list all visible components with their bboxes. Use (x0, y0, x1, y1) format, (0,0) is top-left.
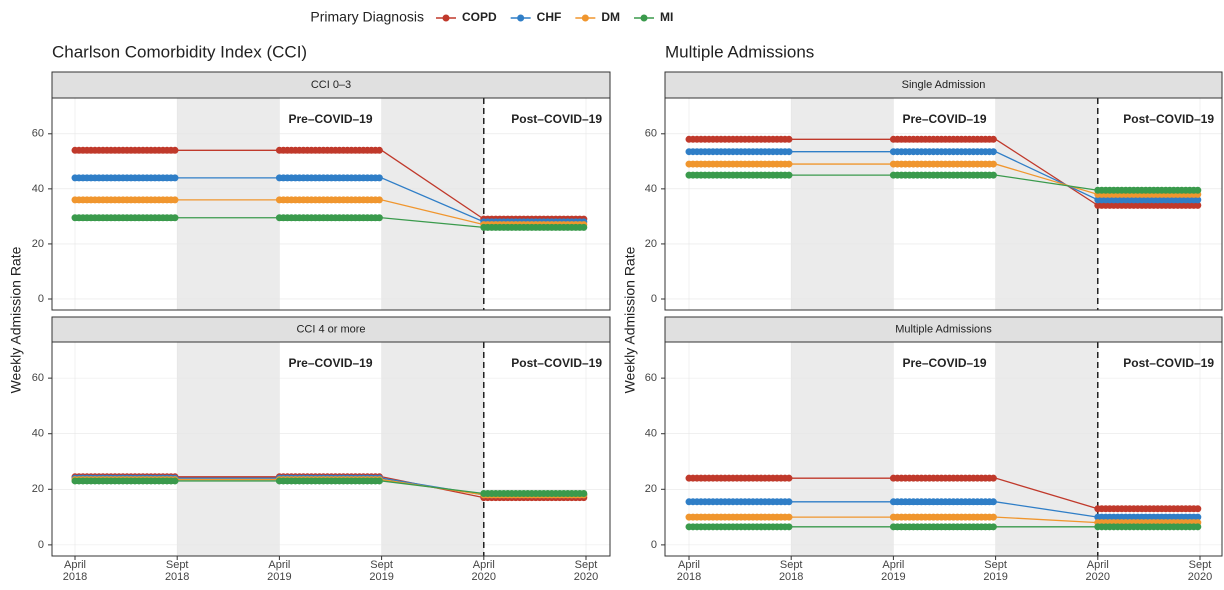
strip-title: CCI 4 or more (296, 323, 365, 335)
y-axis-label: Weekly Admission Rate (8, 246, 24, 393)
plot-border (51, 97, 611, 311)
x-tick-label-box: April 2018 (62, 559, 88, 583)
plot-bg (52, 98, 610, 310)
legend-dot (640, 14, 648, 22)
x-tick-label: Sept 2019 (369, 559, 394, 583)
y-tick-label: 0 (651, 539, 657, 551)
annotation: Post–COVID–19 (511, 112, 602, 126)
legend-title: Primary Diagnosis (310, 9, 424, 25)
legend-label: COPD (462, 10, 497, 24)
legend-label: MI (660, 10, 673, 24)
x-tick-label-box: April 2019 (267, 559, 292, 583)
y-tick-label: 60 (32, 128, 44, 140)
shade (177, 342, 280, 556)
y-tick-label: 40 (645, 428, 657, 440)
annotation: Pre–COVID–19 (902, 356, 986, 370)
y-axis-label: Weekly Admission Rate (622, 246, 638, 393)
x-tick-label-box: Sept 2020 (1187, 559, 1213, 583)
annotation: Post–COVID–19 (511, 356, 602, 370)
x-tick-label: April 2020 (1085, 559, 1111, 583)
y-tick-label: 0 (38, 293, 44, 305)
annotation: Pre–COVID–19 (288, 356, 372, 370)
y-tick-label: 0 (38, 539, 44, 551)
shade (791, 98, 894, 310)
y-tick-label: 20 (32, 483, 44, 495)
x-tick-label-box: April 2020 (1085, 559, 1111, 583)
x-tick-label: Sept 2020 (573, 559, 599, 583)
legend-dot (442, 14, 450, 22)
y-tick-label: 60 (32, 372, 44, 384)
strip-title: Multiple Admissions (895, 323, 992, 335)
shade (995, 342, 1098, 556)
x-tick-label-box: April 2019 (881, 559, 906, 583)
annotation: Post–COVID–19 (1123, 112, 1214, 126)
y-tick-label: 0 (651, 293, 657, 305)
shade (177, 98, 280, 310)
strip-title: Single Admission (902, 79, 986, 91)
strip (664, 316, 1223, 343)
x-tick-label-box: Sept 2019 (369, 559, 394, 583)
y-tick-label: 20 (645, 483, 657, 495)
x-tick-label-box: April 2020 (471, 559, 497, 583)
plot-bg (52, 342, 610, 556)
plot-border (664, 97, 1223, 311)
plot-border (51, 341, 611, 557)
x-tick-label-box: Sept 2018 (778, 559, 804, 583)
annotation: Post–COVID–19 (1123, 356, 1214, 370)
legend-dot (581, 14, 589, 22)
x-tick-label-box: April 2018 (676, 559, 702, 583)
strip (51, 316, 611, 343)
x-tick-label: April 2018 (62, 559, 88, 583)
x-tick-label: April 2019 (267, 559, 292, 583)
strip (664, 71, 1223, 99)
legend-label: DM (601, 10, 620, 24)
x-tick-label: Sept 2019 (983, 559, 1008, 583)
y-tick-label: 20 (645, 238, 657, 250)
x-tick-label-box: Sept 2019 (983, 559, 1008, 583)
chart-title: Charlson Comorbidity Index (CCI) (52, 42, 307, 61)
y-tick-label: 40 (32, 183, 44, 195)
y-tick-label: 20 (32, 238, 44, 250)
chart-title: Multiple Admissions (665, 42, 814, 61)
x-tick-label: April 2018 (676, 559, 702, 583)
x-tick-label-box: Sept 2020 (573, 559, 599, 583)
y-tick-label: 60 (645, 128, 657, 140)
x-tick-label: Sept 2020 (1187, 559, 1213, 583)
shade (995, 98, 1098, 310)
legend-label: CHF (537, 10, 562, 24)
annotation: Pre–COVID–19 (288, 112, 372, 126)
y-tick-label: 40 (645, 183, 657, 195)
plot-border (664, 341, 1223, 557)
x-tick-label: Sept 2018 (778, 559, 804, 583)
legend-dot (517, 14, 525, 22)
x-tick-label: April 2020 (471, 559, 497, 583)
shade (381, 342, 484, 556)
x-tick-label: Sept 2018 (164, 559, 190, 583)
y-tick-label: 40 (32, 428, 44, 440)
strip (51, 71, 611, 99)
strip-title: CCI 0–3 (311, 79, 351, 91)
annotation: Pre–COVID–19 (902, 112, 986, 126)
x-tick-label-box: Sept 2018 (164, 559, 190, 583)
shade (791, 342, 894, 556)
y-tick-label: 60 (645, 372, 657, 384)
x-tick-label: April 2019 (881, 559, 906, 583)
